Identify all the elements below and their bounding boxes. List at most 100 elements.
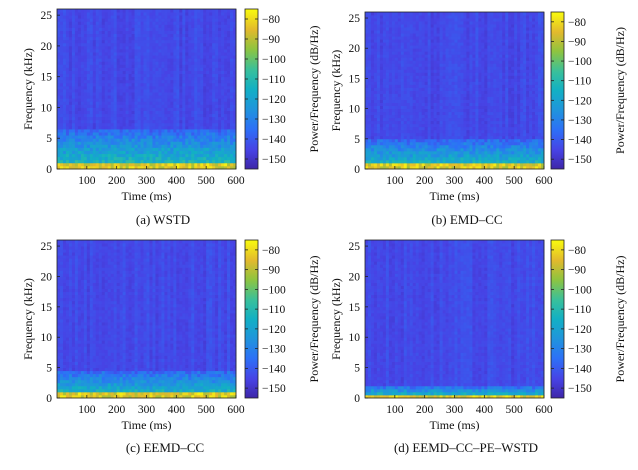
heatmap-cell <box>440 106 443 109</box>
heatmap-cell <box>96 71 99 74</box>
heatmap-cell <box>505 151 508 154</box>
heatmap-cell <box>182 114 185 117</box>
heatmap-cell <box>63 141 66 144</box>
heatmap-cell <box>401 136 404 139</box>
heatmap-cell <box>215 21 218 24</box>
heatmap-cell <box>440 151 443 154</box>
heatmap-cell <box>517 94 520 97</box>
heatmap-cell <box>179 15 182 18</box>
heatmap-cell <box>96 107 99 110</box>
heatmap-cell <box>502 81 505 84</box>
heatmap-cell <box>69 43 72 46</box>
heatmap-cell <box>502 133 505 136</box>
heatmap-cell <box>437 94 440 97</box>
heatmap-cell <box>505 81 508 84</box>
heatmap-cell <box>84 52 87 55</box>
heatmap-cell <box>410 139 413 142</box>
heatmap-cell <box>206 144 209 147</box>
heatmap-cell <box>520 81 523 84</box>
heatmap-cell <box>105 74 108 77</box>
heatmap-cell <box>460 121 463 124</box>
heatmap-cell <box>419 139 422 142</box>
heatmap-cell <box>371 127 374 130</box>
heatmap-cell <box>111 9 114 12</box>
heatmap-cell <box>431 136 434 139</box>
heatmap-cell <box>96 151 99 154</box>
heatmap-cell <box>457 157 460 160</box>
heatmap-cell <box>398 103 401 106</box>
heatmap-cell <box>209 89 212 92</box>
heatmap-cell <box>182 117 185 120</box>
heatmap-cell <box>517 142 520 145</box>
heatmap-cell <box>66 163 69 166</box>
heatmap-cell <box>487 121 490 124</box>
heatmap-cell <box>463 151 466 154</box>
heatmap-cell <box>499 84 502 87</box>
heatmap-cell <box>422 121 425 124</box>
heatmap-cell <box>386 145 389 148</box>
heatmap-cell <box>526 121 529 124</box>
heatmap-cell <box>138 80 141 83</box>
heatmap-cell <box>194 24 197 27</box>
heatmap-cell <box>389 75 392 78</box>
heatmap-cell <box>457 154 460 157</box>
heatmap-cell <box>66 24 69 27</box>
heatmap-cell <box>386 130 389 133</box>
heatmap-cell <box>200 107 203 110</box>
heatmap-cell <box>182 40 185 43</box>
heatmap-cell <box>108 46 111 49</box>
heatmap-cell <box>129 92 132 95</box>
heatmap-cell <box>460 136 463 139</box>
heatmap-cell <box>170 141 173 144</box>
heatmap-cell <box>147 40 150 43</box>
heatmap-cell <box>114 92 117 95</box>
heatmap-cell <box>93 160 96 163</box>
heatmap-cell <box>200 89 203 92</box>
heatmap-cell <box>380 142 383 145</box>
heatmap-cell <box>78 89 81 92</box>
heatmap-cell <box>386 148 389 151</box>
heatmap-cell <box>392 163 395 166</box>
heatmap-cell <box>152 126 155 129</box>
heatmap-cell <box>422 142 425 145</box>
heatmap-cell <box>129 141 132 144</box>
heatmap-cell <box>99 64 102 67</box>
heatmap-cell <box>377 100 380 103</box>
heatmap-cell <box>538 124 541 127</box>
heatmap-cell <box>69 27 72 30</box>
heatmap-cell <box>176 12 179 15</box>
heatmap-cell <box>422 133 425 136</box>
heatmap-cell <box>215 43 218 46</box>
heatmap-cell <box>517 145 520 148</box>
heatmap-cell <box>227 120 230 123</box>
heatmap-cell <box>224 98 227 101</box>
heatmap-cell <box>481 100 484 103</box>
heatmap-cell <box>78 86 81 89</box>
heatmap-cell <box>57 71 60 74</box>
heatmap-cell <box>111 114 114 117</box>
heatmap-cell <box>487 112 490 115</box>
heatmap-cell <box>173 27 176 30</box>
heatmap-cell <box>161 67 164 70</box>
heatmap-cell <box>209 9 212 12</box>
heatmap-cell <box>126 27 129 30</box>
heatmap-cell <box>505 160 508 163</box>
heatmap-cell <box>209 43 212 46</box>
heatmap-cell <box>215 46 218 49</box>
heatmap-cell <box>108 132 111 135</box>
heatmap-cell <box>161 163 164 166</box>
heatmap-cell <box>167 15 170 18</box>
heatmap-cell <box>120 80 123 83</box>
heatmap-cell <box>212 58 215 61</box>
heatmap-cell <box>120 135 123 138</box>
heatmap-cell <box>105 24 108 27</box>
heatmap-cell <box>123 92 126 95</box>
heatmap-cell <box>167 61 170 64</box>
heatmap-cell <box>105 37 108 40</box>
heatmap-cell <box>123 12 126 15</box>
heatmap-cell <box>224 43 227 46</box>
heatmap-cell <box>138 98 141 101</box>
heatmap-cell <box>114 77 117 80</box>
heatmap-cell <box>535 91 538 94</box>
heatmap-cell <box>422 163 425 166</box>
